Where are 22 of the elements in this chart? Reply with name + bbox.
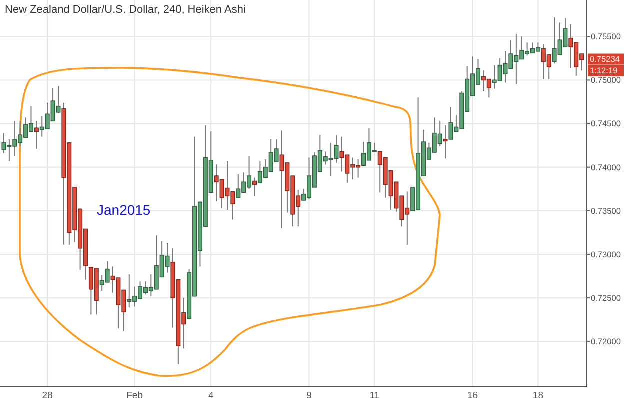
y-tick-label: 0.72500 — [591, 293, 622, 303]
x-tick-label: 18 — [532, 390, 544, 398]
chart-title: New Zealand Dollar/U.S. Dollar, 240, Heiken Ashi — [5, 4, 246, 16]
x-tick-label: 11 — [370, 390, 380, 398]
annotation: Jan2015 — [97, 202, 151, 218]
y-tick-label: 0.75000 — [591, 75, 622, 86]
text: 1:12:19 — [590, 66, 618, 76]
x-tick-label: 28 — [42, 390, 53, 398]
x-tick-label: Feb — [126, 390, 143, 398]
candlestick — [34, 120, 39, 150]
y-tick-label: 0.73000 — [591, 249, 622, 260]
y-tick-label: 0.74000 — [591, 162, 622, 172]
y-tick-label: 0.73500 — [591, 206, 622, 216]
x-tick-label: 9 — [306, 390, 312, 398]
text: 0.75234 — [590, 54, 620, 64]
candlestick — [443, 125, 448, 160]
y-tick-label: 0.72000 — [591, 336, 622, 347]
candlestick — [252, 177, 257, 197]
x-tick-label: 4 — [208, 390, 214, 398]
y-tick-label: 0.74500 — [591, 118, 622, 129]
y-tick-label: 0.75500 — [591, 32, 622, 42]
x-tick-label: 16 — [468, 390, 478, 398]
